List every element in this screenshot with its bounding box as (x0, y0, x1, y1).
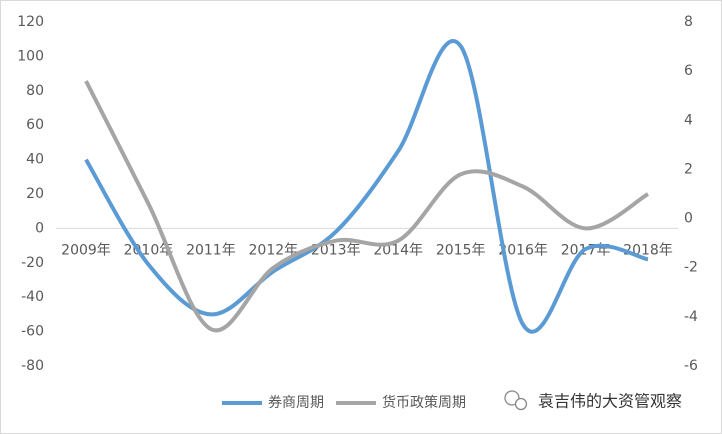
y2-tick-label: -2 (684, 260, 698, 276)
x-tick-label: 2013年 (311, 242, 361, 258)
y-tick-label: 80 (26, 83, 44, 99)
y2-tick-label: 4 (684, 112, 693, 128)
y2-tick-label: 8 (684, 14, 693, 30)
y-tick-label: 0 (35, 220, 44, 236)
x-tick-label: 2016年 (498, 242, 548, 258)
y2-tick-label: 6 (684, 63, 693, 79)
series-line (84, 80, 650, 333)
series-line (84, 39, 649, 334)
y-tick-label: 100 (17, 48, 44, 64)
y-tick-label: -80 (21, 358, 44, 374)
legend-label: 券商周期 (268, 395, 324, 411)
y2-tick-label: -4 (684, 309, 698, 325)
x-tick-label: 2012年 (249, 242, 299, 258)
y-tick-label: -60 (21, 324, 44, 340)
y-tick-label: -40 (21, 289, 44, 305)
x-tick-label: 2018年 (623, 242, 673, 258)
y-tick-label: -20 (21, 255, 44, 271)
x-tick-label: 2009年 (61, 242, 111, 258)
legend-label: 货币政策周期 (382, 394, 466, 411)
y-tick-label: 20 (26, 186, 44, 202)
x-tick-label: 2015年 (436, 242, 486, 258)
y-tick-label: 40 (26, 152, 44, 168)
y2-tick-label: 2 (684, 161, 693, 177)
y2-tick-label: -6 (684, 358, 698, 374)
x-tick-label: 2011年 (186, 242, 236, 258)
y-tick-label: 60 (26, 117, 44, 133)
y2-tick-label: 0 (684, 211, 693, 227)
watermark: 袁吉伟的大资管观察 (538, 392, 682, 411)
y-tick-label: 120 (17, 14, 44, 30)
wechat-icon (504, 390, 528, 411)
